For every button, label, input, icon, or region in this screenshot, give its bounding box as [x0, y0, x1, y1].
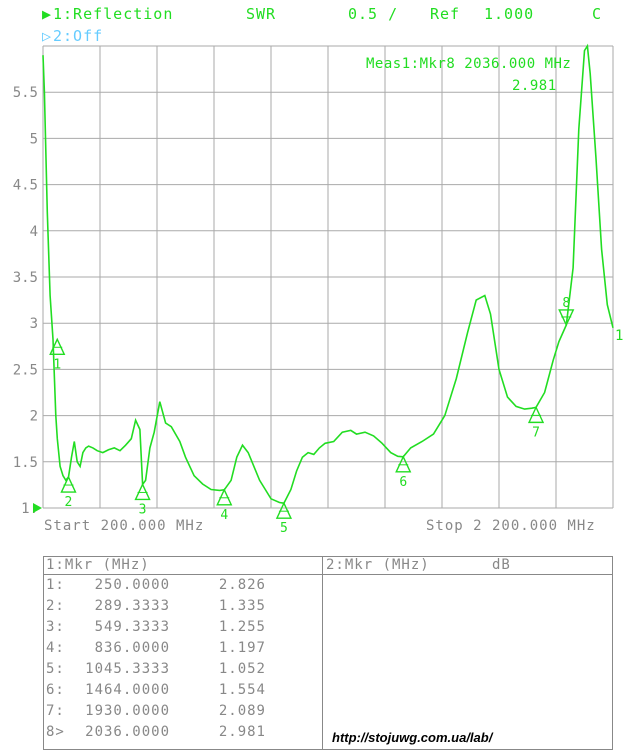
ch2-marker-header: 2:Mkr (MHz) — [326, 557, 430, 573]
marker-frequency: 1464.0000 — [85, 682, 170, 698]
marker-table: 1:Mkr (MHz) 2:Mkr (MHz) dB 1: 250.0000 2.8… — [43, 556, 613, 750]
table-row: 4: 836.0000 1.197 — [46, 640, 316, 661]
y-tick-label: 5 — [30, 131, 38, 147]
trace-ch1 — [42, 43, 614, 505]
y-tick-label: 3.5 — [13, 270, 38, 286]
marker-value: 2.826 — [218, 577, 266, 593]
start-freq: Start 200.000 MHz — [44, 518, 204, 534]
meas-line1: Meas1:Mkr8 2036.000 MHz — [366, 56, 571, 72]
y-tick-label: 2 — [30, 409, 38, 425]
table-header-line — [44, 574, 612, 575]
marker-6-label: 6 — [399, 475, 407, 490]
marker-id: 1: — [46, 577, 65, 593]
marker-id: 6: — [46, 682, 65, 698]
table-row: 6: 1464.0000 1.554 — [46, 682, 316, 703]
marker-id: 7: — [46, 703, 65, 719]
ch1-arrow: ▶ — [42, 5, 53, 23]
table-row: 2: 289.3333 1.335 — [46, 598, 316, 619]
ch1-ref-label: Ref — [430, 5, 461, 23]
table-divider — [322, 557, 323, 749]
y-tick-label: 3 — [30, 316, 38, 332]
ch1-marker-header: 1:Mkr (MHz) — [46, 557, 150, 573]
marker-frequency: 836.0000 — [94, 640, 170, 656]
ch1-label[interactable]: 1:Reflection — [53, 5, 174, 23]
ch2-arrow: ▷ — [42, 27, 53, 45]
marker-value: 2.089 — [218, 703, 266, 719]
marker-group: 1 2 3 4 5 6 7 8 — [49, 296, 575, 536]
marker-frequency: 1045.3333 — [85, 661, 170, 677]
marker-id: 2: — [46, 598, 65, 614]
marker-value: 1.335 — [218, 598, 266, 614]
marker-frequency: 2036.0000 — [85, 724, 170, 740]
ch2-unit-header: dB — [492, 557, 511, 573]
marker-id: 4: — [46, 640, 65, 656]
marker-frequency: 1930.0000 — [85, 703, 170, 719]
marker-value: 1.554 — [218, 682, 266, 698]
marker-id: 5: — [46, 661, 65, 677]
table-row: 3: 549.3333 1.255 — [46, 619, 316, 640]
reference-pointer — [33, 503, 42, 513]
y-tick-label: 2.5 — [13, 362, 38, 378]
trace-end-label: 1 — [615, 328, 623, 344]
marker-2-label: 2 — [65, 495, 73, 510]
marker-1-label: 1 — [53, 357, 61, 372]
marker-id: 8> — [46, 724, 65, 740]
ch2-label[interactable]: 2:Off — [53, 27, 104, 45]
marker-7-label: 7 — [532, 425, 540, 440]
y-tick-label: 1.5 — [13, 455, 38, 471]
marker-8-label: 8 — [562, 296, 570, 311]
marker-frequency: 549.3333 — [94, 619, 170, 635]
marker-3-label: 3 — [139, 502, 147, 517]
ch1-flag: C — [592, 5, 603, 23]
stop-freq: Stop 2 200.000 MHz — [426, 518, 596, 534]
marker-value: 1.197 — [218, 640, 266, 656]
ch1-scale[interactable]: 0.5 / — [348, 5, 399, 23]
marker-value: 1.052 — [218, 661, 266, 677]
ch1-format[interactable]: SWR — [246, 5, 277, 23]
marker-frequency: 289.3333 — [94, 598, 170, 614]
meas-line2: 2.981 — [512, 78, 557, 94]
y-tick-labels: 1:1.522.533.544.555.5 — [13, 85, 42, 517]
y-tick-label: 4 — [30, 224, 38, 240]
marker-frequency: 250.0000 — [94, 577, 170, 593]
marker-value: 2.981 — [218, 724, 266, 740]
source-url[interactable]: http://stojuwg.com.ua/lab/ — [332, 730, 493, 745]
table-row: 7: 1930.0000 2.089 — [46, 703, 316, 724]
table-row: 8> 2036.0000 2.981 — [46, 724, 316, 745]
table-row: 1: 250.0000 2.826 — [46, 577, 316, 598]
y-tick-label: 4.5 — [13, 178, 38, 194]
marker-5-label: 5 — [280, 521, 288, 536]
chart-grid — [42, 45, 614, 509]
table-row: 5: 1045.3333 1.052 — [46, 661, 316, 682]
marker-id: 3: — [46, 619, 65, 635]
ch1-ref-value[interactable]: 1.000 — [484, 5, 535, 23]
y-tick-label: 5.5 — [13, 85, 38, 101]
marker-4-label: 4 — [220, 508, 228, 523]
marker-value: 1.255 — [218, 619, 266, 635]
